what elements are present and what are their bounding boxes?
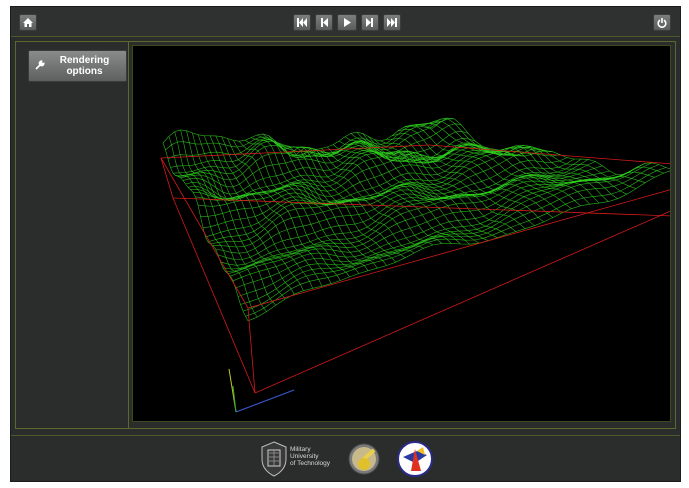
mesh-line <box>327 143 507 235</box>
bounding-box <box>160 144 670 394</box>
mesh-line <box>415 122 646 183</box>
mesh-line <box>315 149 489 242</box>
step-back-button[interactable] <box>315 14 333 31</box>
mesh-line <box>321 146 498 238</box>
mesh-line <box>280 145 433 246</box>
wrench-icon <box>35 60 45 70</box>
terrain-wireframe-mesh <box>162 117 670 322</box>
mesh-line <box>368 136 572 209</box>
mesh-line <box>262 133 406 259</box>
power-icon <box>657 18 667 28</box>
mesh-line <box>192 147 518 200</box>
mesh-line <box>197 134 304 291</box>
mesh-line <box>274 140 424 249</box>
skip-to-start-icon <box>297 18 307 27</box>
mesh-line <box>209 135 323 287</box>
step-forward-icon <box>366 18 373 27</box>
mesh-line <box>215 135 332 284</box>
mesh-line <box>385 137 600 204</box>
mesh-line <box>210 157 568 245</box>
z-axis-line <box>232 385 237 413</box>
mesh-line <box>391 132 609 202</box>
mesh-line <box>309 151 480 244</box>
mesh-line <box>203 135 313 289</box>
sidebar: Rendering options <box>16 42 129 428</box>
mesh-line <box>245 139 378 269</box>
bbox-edge <box>160 157 174 199</box>
main-area: Rendering options <box>15 41 676 429</box>
mesh-line <box>403 125 627 195</box>
mesh-line <box>432 117 670 175</box>
mesh-line <box>192 132 295 295</box>
fast-forward-button[interactable] <box>383 14 401 31</box>
terrain-scene[interactable] <box>133 46 671 422</box>
bbox-edge <box>247 189 670 309</box>
mesh-line <box>221 136 341 281</box>
home-button[interactable] <box>19 14 37 31</box>
footer: Military University of Technology <box>11 435 680 481</box>
home-icon <box>23 18 33 27</box>
mesh-line <box>168 136 258 318</box>
mesh-line <box>233 140 360 274</box>
mesh-line <box>268 135 415 254</box>
play-button[interactable] <box>337 14 357 31</box>
bbox-edge <box>428 144 670 165</box>
3d-viewport[interactable] <box>132 45 671 422</box>
application-logo <box>397 441 433 477</box>
mesh-line <box>397 128 618 199</box>
bbox-edge <box>160 157 249 309</box>
fast-forward-icon <box>387 18 397 27</box>
mesh-line <box>180 129 276 306</box>
mesh-line <box>239 141 369 271</box>
mesh-line <box>167 117 448 160</box>
x-axis-line <box>235 389 295 413</box>
university-name-line: Military <box>290 446 311 453</box>
bbox-edge <box>172 197 670 217</box>
mesh-line <box>250 137 387 266</box>
power-button[interactable] <box>653 14 671 31</box>
mesh-line <box>350 133 544 223</box>
mesh-line <box>174 131 267 312</box>
rendering-options-label: Rendering options <box>59 55 110 77</box>
mesh-line <box>344 136 535 226</box>
university-name: Military University of Technology <box>290 446 350 467</box>
gauge-logo <box>348 443 380 475</box>
app-window: Rendering options Military University <box>10 6 681 482</box>
mesh-line <box>186 130 286 300</box>
skip-to-start-button[interactable] <box>293 14 311 31</box>
mesh-line <box>333 142 517 232</box>
bbox-edge <box>160 144 430 159</box>
top-toolbar <box>11 7 680 37</box>
mesh-line <box>202 145 546 229</box>
mesh-line <box>362 133 563 214</box>
mesh-line <box>380 140 591 205</box>
play-icon <box>344 18 351 27</box>
rendering-options-button[interactable]: Rendering options <box>28 50 127 82</box>
mesh-line <box>227 138 350 278</box>
university-name-line: of Technology <box>290 460 330 467</box>
university-crest-logo <box>261 441 287 477</box>
mesh-line <box>162 142 249 322</box>
mesh-line <box>426 118 664 179</box>
mesh-line <box>409 124 637 189</box>
mesh-line <box>374 139 581 207</box>
step-back-icon <box>321 18 328 27</box>
university-name-line: University <box>290 453 319 460</box>
mesh-line <box>232 171 631 282</box>
bbox-edge <box>247 307 256 394</box>
bbox-edge <box>254 210 670 394</box>
bbox-edge <box>172 197 256 394</box>
mesh-line <box>356 131 554 218</box>
mesh-line <box>421 120 655 181</box>
step-forward-button[interactable] <box>361 14 379 31</box>
axes-gizmo <box>228 368 295 413</box>
